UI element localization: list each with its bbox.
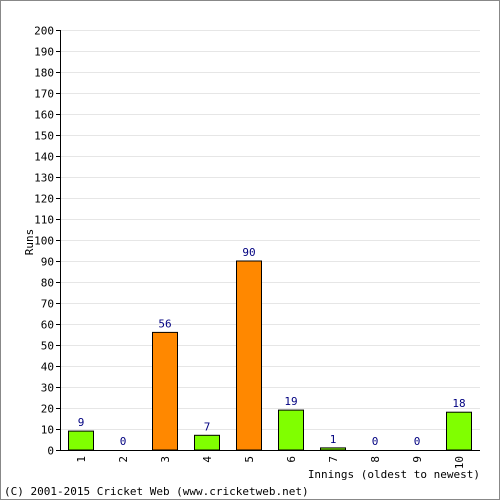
data-label: 18 — [452, 397, 465, 410]
bars — [68, 260, 472, 451]
y-tick-label: 180 — [34, 67, 54, 80]
data-label: 19 — [284, 395, 297, 408]
data-label: 56 — [158, 317, 171, 330]
x-tick-label: 5 — [243, 456, 256, 463]
x-axis-label: Innings (oldest to newest) — [308, 468, 480, 481]
y-tick-label: 200 — [34, 25, 54, 38]
x-tick-label: 10 — [453, 456, 466, 469]
x-tick-label: 7 — [327, 456, 340, 463]
data-label: 0 — [414, 435, 421, 448]
bar — [236, 260, 262, 451]
x-axis-ticks: 1 2 3 4 5 6 7 8 9 10 — [75, 456, 466, 470]
data-label: 0 — [120, 435, 127, 448]
data-label: 90 — [242, 246, 255, 259]
x-tick-label: 2 — [117, 456, 130, 463]
y-tick-label: 30 — [41, 382, 54, 395]
x-tick-label: 9 — [411, 456, 424, 463]
y-tick-label: 170 — [34, 88, 54, 101]
y-tick-label: 40 — [41, 361, 54, 374]
axes — [60, 30, 480, 451]
y-tick-label: 10 — [41, 424, 54, 437]
y-tick-label: 90 — [41, 256, 54, 269]
bar — [278, 409, 304, 451]
x-tick-label: 1 — [75, 456, 88, 463]
y-tick-label: 120 — [34, 193, 54, 206]
y-tick-label: 110 — [34, 214, 54, 227]
y-tick-label: 20 — [41, 403, 54, 416]
x-tick-label: 6 — [285, 456, 298, 463]
x-tick-label: 4 — [201, 456, 214, 463]
bar — [446, 411, 472, 451]
data-label: 1 — [330, 433, 337, 446]
y-tick-label: 150 — [34, 130, 54, 143]
bar — [194, 434, 220, 451]
x-tick-label: 3 — [159, 456, 172, 463]
y-axis-label: Runs — [23, 229, 36, 256]
y-tick-label: 0 — [47, 445, 54, 458]
y-tick-label: 80 — [41, 277, 54, 290]
y-tick-label: 50 — [41, 340, 54, 353]
y-tick-label: 140 — [34, 151, 54, 164]
y-tick-label: 160 — [34, 109, 54, 122]
y-tick-label: 190 — [34, 46, 54, 59]
x-tick-label: 8 — [369, 456, 382, 463]
data-label: 7 — [204, 420, 211, 433]
bar — [320, 447, 346, 451]
y-tick-label: 130 — [34, 172, 54, 185]
y-tick-label: 70 — [41, 298, 54, 311]
bar — [152, 331, 178, 451]
data-label: 9 — [78, 416, 85, 429]
y-tick-label: 100 — [34, 235, 54, 248]
bar — [68, 430, 94, 451]
copyright-footer: (C) 2001-2015 Cricket Web (www.cricketwe… — [4, 485, 309, 498]
y-axis-ticks: 0 10 20 30 40 50 60 70 80 90 100 110 120 130 140 150 160… — [34, 25, 60, 458]
grid-lines — [60, 30, 480, 451]
data-label: 0 — [372, 435, 379, 448]
y-tick-label: 60 — [41, 319, 54, 332]
